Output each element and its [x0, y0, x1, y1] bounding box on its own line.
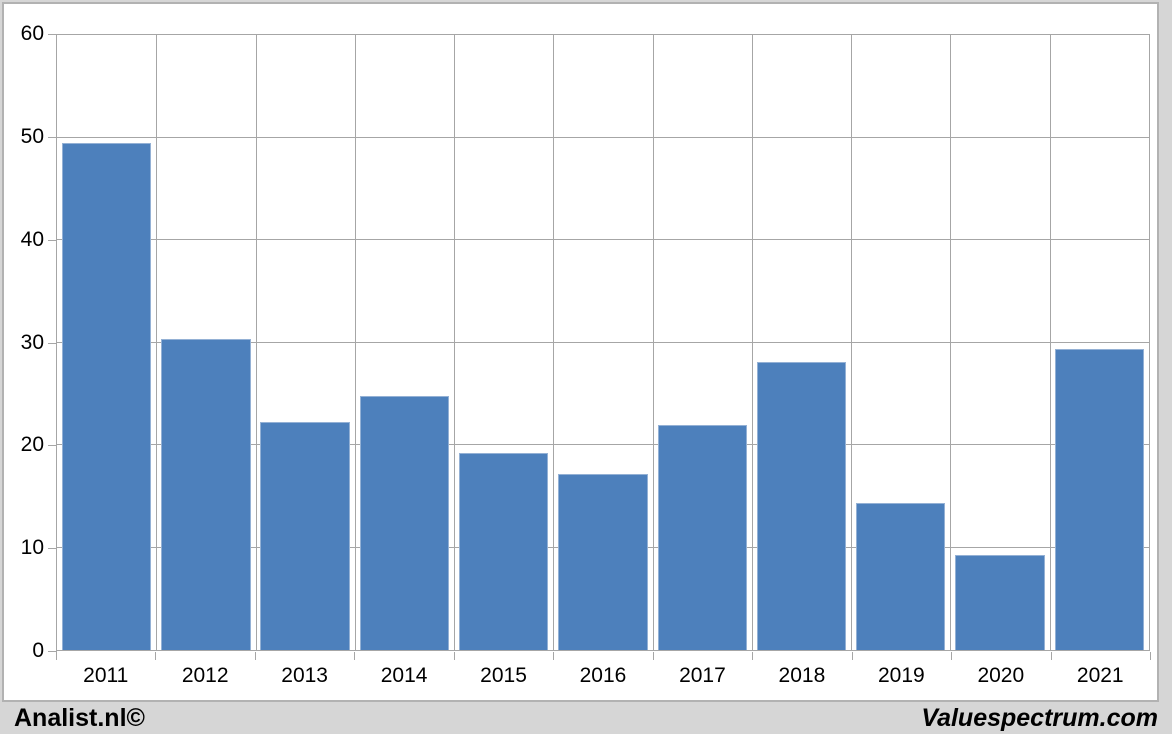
bar-2020: [955, 554, 1045, 650]
y-axis-label-40: 40: [20, 227, 44, 251]
column-2014: [355, 35, 454, 650]
x-axis-tick: [354, 652, 356, 660]
y-axis-tick: [48, 548, 57, 550]
gridline-v: [751, 35, 753, 650]
column-2011: [57, 35, 156, 650]
x-axis-tick: [1150, 652, 1151, 660]
bar-2012: [161, 339, 251, 650]
x-axis-label-2021: 2021: [1076, 664, 1124, 687]
gridline-v: [255, 35, 257, 650]
y-axis-label-0: 0: [32, 639, 44, 662]
x-axis-label-2014: 2014: [380, 664, 428, 687]
column-2018: [752, 35, 851, 650]
gridline-h-30: [57, 341, 1149, 343]
gridline-v: [652, 35, 654, 650]
bar-2013: [260, 422, 350, 650]
y-axis-label-20: 20: [20, 433, 44, 457]
chart-panel: 0 10 20 30 40 50 60 2011 2012 2013 2014 2015 2016 20…: [2, 2, 1159, 702]
bar-2021: [1054, 348, 1144, 650]
y-axis-label-10: 10: [20, 536, 44, 560]
gridline-v: [553, 35, 555, 650]
column-2016: [553, 35, 652, 650]
column-2015: [454, 35, 553, 650]
x-axis-tick: [652, 652, 654, 660]
plot-area: [56, 34, 1150, 651]
x-axis-label-2015: 2015: [480, 664, 527, 687]
bar-2016: [558, 473, 648, 650]
x-axis-tick: [1050, 652, 1052, 660]
x-axis-label-2017: 2017: [679, 664, 726, 687]
column-2013: [256, 35, 355, 650]
x-axis-tick: [851, 652, 853, 660]
gridline-h-20: [57, 444, 1149, 445]
y-axis-tick: [48, 34, 57, 35]
bar-2019: [856, 503, 946, 650]
gridline-h-50: [57, 136, 1149, 138]
x-axis-label-2012: 2012: [181, 664, 229, 687]
x-axis-tick: [951, 652, 953, 660]
column-2021: [1050, 35, 1149, 650]
x-axis-tick: [155, 652, 157, 660]
x-axis-label-2016: 2016: [579, 664, 627, 687]
x-axis-tick: [752, 652, 754, 660]
x-axis-tick: [453, 652, 455, 660]
x-axis-tick: [254, 652, 256, 660]
bar-2018: [756, 361, 847, 650]
y-axis-tick: [48, 136, 57, 138]
gridline-v: [851, 35, 853, 650]
bar-2017: [657, 424, 747, 650]
x-axis-tick: [553, 652, 555, 660]
x-axis-label-2019: 2019: [877, 664, 925, 687]
gridline-v: [454, 35, 456, 650]
x-axis-label-2011: 2011: [83, 664, 129, 687]
y-axis-tick: [48, 651, 57, 652]
gridline-v: [950, 35, 952, 650]
column-2017: [653, 35, 752, 650]
x-axis-labels: 2011 2012 2013 2014 2015 2016 2017 2018 2019 2020…: [56, 664, 1150, 688]
y-axis-label-50: 50: [20, 124, 44, 148]
x-axis-tick: [56, 652, 57, 660]
gridline-v: [1049, 35, 1051, 650]
x-axis-label-2013: 2013: [281, 664, 328, 687]
column-2012: [156, 35, 255, 650]
column-2019: [851, 35, 950, 650]
x-axis-label-2020: 2020: [977, 664, 1025, 687]
bar-series: [57, 35, 1149, 650]
y-axis-tick: [48, 239, 57, 241]
gridline-h-40: [57, 239, 1149, 240]
gridline-v: [354, 35, 356, 650]
column-2020: [950, 35, 1049, 650]
bar-2011: [61, 142, 152, 650]
y-axis-tick: [48, 342, 57, 344]
x-axis-label-2018: 2018: [778, 664, 826, 687]
footer: Analist.nl© Valuespectrum.com: [0, 704, 1172, 734]
bar-2015: [459, 453, 549, 650]
footer-right-brand: Valuespectrum.com: [921, 703, 1158, 732]
gridline-v: [156, 35, 158, 650]
y-axis-tick: [48, 445, 57, 447]
y-axis-label-60: 60: [20, 22, 44, 45]
y-axis-label-30: 30: [20, 330, 44, 354]
bar-2014: [359, 395, 450, 650]
footer-left-brand: Analist.nl©: [14, 703, 145, 732]
